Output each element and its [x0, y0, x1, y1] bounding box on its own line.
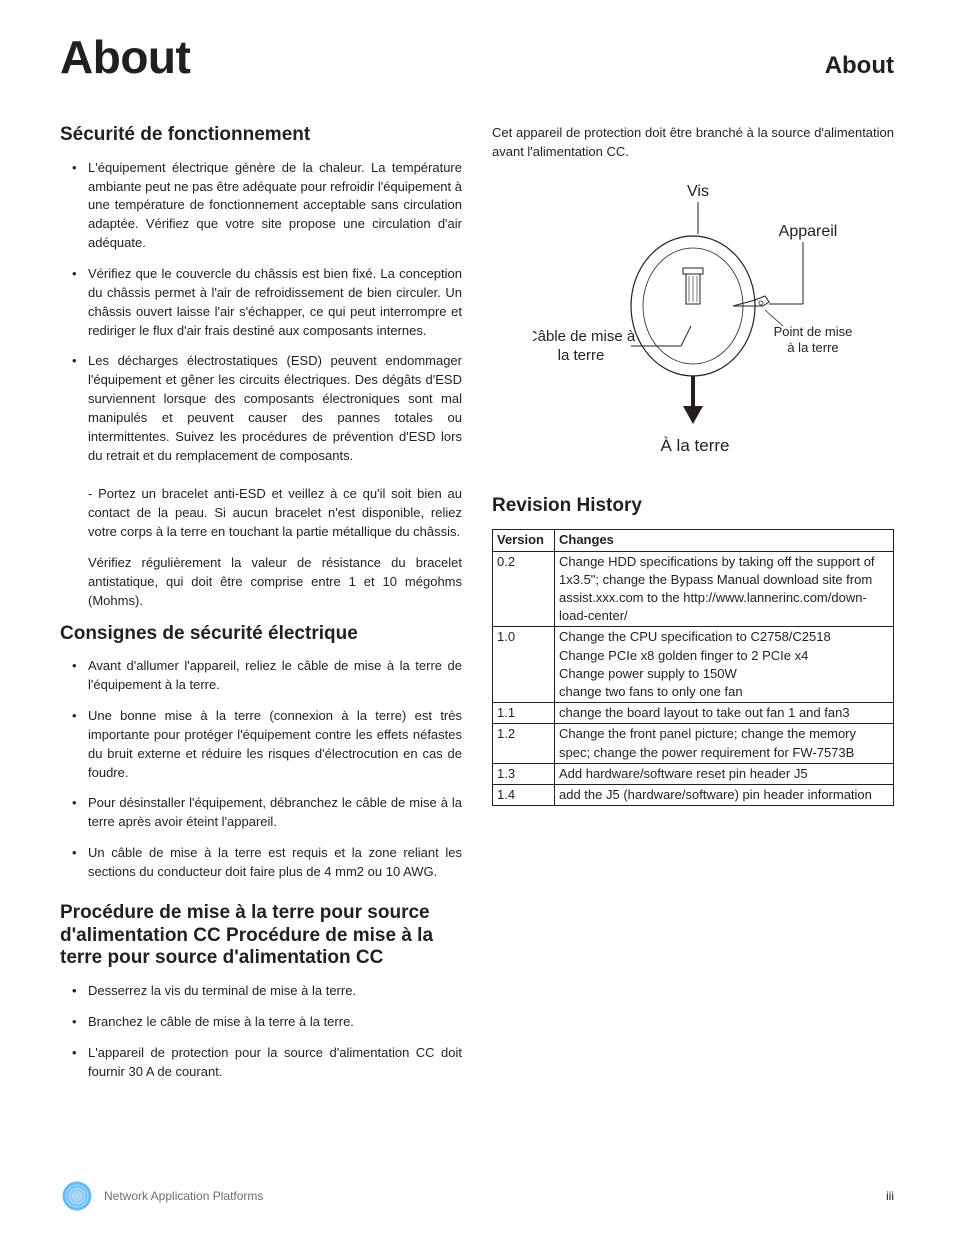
label-cable1: Câble de mise à	[533, 328, 636, 345]
cell-version: 0.2	[493, 551, 555, 627]
left-column: Sécurité de fonctionnement L'équipement …	[60, 124, 462, 1102]
intro-paragraph: Cet appareil de protection doit être bra…	[492, 124, 894, 162]
table-row: 1.4add the J5 (hardware/software) pin he…	[493, 784, 894, 805]
revision-table: Version Changes 0.2Change HDD specificat…	[492, 529, 894, 806]
label-cable2: la terre	[558, 347, 605, 364]
list-item: Une bonne mise à la terre (connexion à l…	[60, 707, 462, 782]
cell-changes: Add hardware/software reset pin header J…	[555, 763, 894, 784]
list-securite-fonctionnement: L'équipement électrique génère de la cha…	[60, 159, 462, 466]
table-header-row: Version Changes	[493, 530, 894, 551]
list-item: Un câble de mise à la terre est requis e…	[60, 844, 462, 882]
list-consignes-electrique: Avant d'allumer l'appareil, reliez le câ…	[60, 657, 462, 881]
logo-icon	[60, 1179, 94, 1213]
table-row: 1.0Change the CPU specification to C2758…	[493, 627, 894, 703]
heading-procedure-terre: Procédure de mise à la terre pour source…	[60, 902, 462, 970]
cell-changes: change the board layout to take out fan …	[555, 703, 894, 724]
label-point2: à la terre	[787, 340, 838, 355]
col-version: Version	[493, 530, 555, 551]
table-row: 1.1change the board layout to take out f…	[493, 703, 894, 724]
cell-changes: Change HDD specifications by taking off …	[555, 551, 894, 627]
label-appareil: Appareil	[779, 223, 838, 240]
list-procedure-terre: Desserrez la vis du terminal de mise à l…	[60, 982, 462, 1081]
sub-paragraph: - Portez un bracelet anti-ESD et veillez…	[60, 485, 462, 542]
footer-left: Network Application Platforms	[60, 1179, 263, 1213]
list-item: Les décharges électrostatiques (ESD) peu…	[60, 352, 462, 465]
footer-text: Network Application Platforms	[104, 1189, 263, 1203]
list-item: Vérifiez que le couvercle du châssis est…	[60, 265, 462, 340]
heading-consignes-electrique: Consignes de sécurité électrique	[60, 623, 462, 646]
content-columns: Sécurité de fonctionnement L'équipement …	[60, 124, 894, 1102]
page-header: About About	[60, 30, 894, 84]
page-number: iii	[886, 1189, 894, 1203]
heading-revision-history: Revision History	[492, 495, 894, 518]
list-item: Branchez le câble de mise à la terre à l…	[60, 1013, 462, 1032]
table-row: 1.2Change the front panel picture; chang…	[493, 724, 894, 763]
cell-version: 1.3	[493, 763, 555, 784]
diagram-svg: Vis Appareil Point de mise à la	[533, 176, 853, 466]
cell-version: 1.1	[493, 703, 555, 724]
cell-version: 1.4	[493, 784, 555, 805]
table-row: 0.2Change HDD specifications by taking o…	[493, 551, 894, 627]
cell-changes: add the J5 (hardware/software) pin heade…	[555, 784, 894, 805]
section-label: About	[825, 52, 894, 80]
list-item: Desserrez la vis du terminal de mise à l…	[60, 982, 462, 1001]
list-item: Avant d'allumer l'appareil, reliez le câ…	[60, 657, 462, 695]
col-changes: Changes	[555, 530, 894, 551]
right-column: Cet appareil de protection doit être bra…	[492, 124, 894, 1102]
label-vis: Vis	[687, 183, 709, 200]
cell-version: 1.0	[493, 627, 555, 703]
cell-changes: Change the front panel picture; change t…	[555, 724, 894, 763]
cell-changes: Change the CPU specification to C2758/C2…	[555, 627, 894, 703]
list-item: Pour désinstaller l'équipement, débranch…	[60, 794, 462, 832]
grounding-diagram: Vis Appareil Point de mise à la	[492, 176, 894, 471]
list-item: L'équipement électrique génère de la cha…	[60, 159, 462, 253]
table-row: 1.3Add hardware/software reset pin heade…	[493, 763, 894, 784]
page-title: About	[60, 30, 190, 84]
page-footer: Network Application Platforms iii	[60, 1179, 894, 1213]
label-point1: Point de mise	[774, 324, 853, 339]
cell-version: 1.2	[493, 724, 555, 763]
heading-securite-fonctionnement: Sécurité de fonctionnement	[60, 124, 462, 147]
sub-paragraph: Vérifiez régulièrement la valeur de rési…	[60, 554, 462, 611]
label-ground: À la terre	[661, 436, 730, 455]
list-item: L'appareil de protection pour la source …	[60, 1044, 462, 1082]
